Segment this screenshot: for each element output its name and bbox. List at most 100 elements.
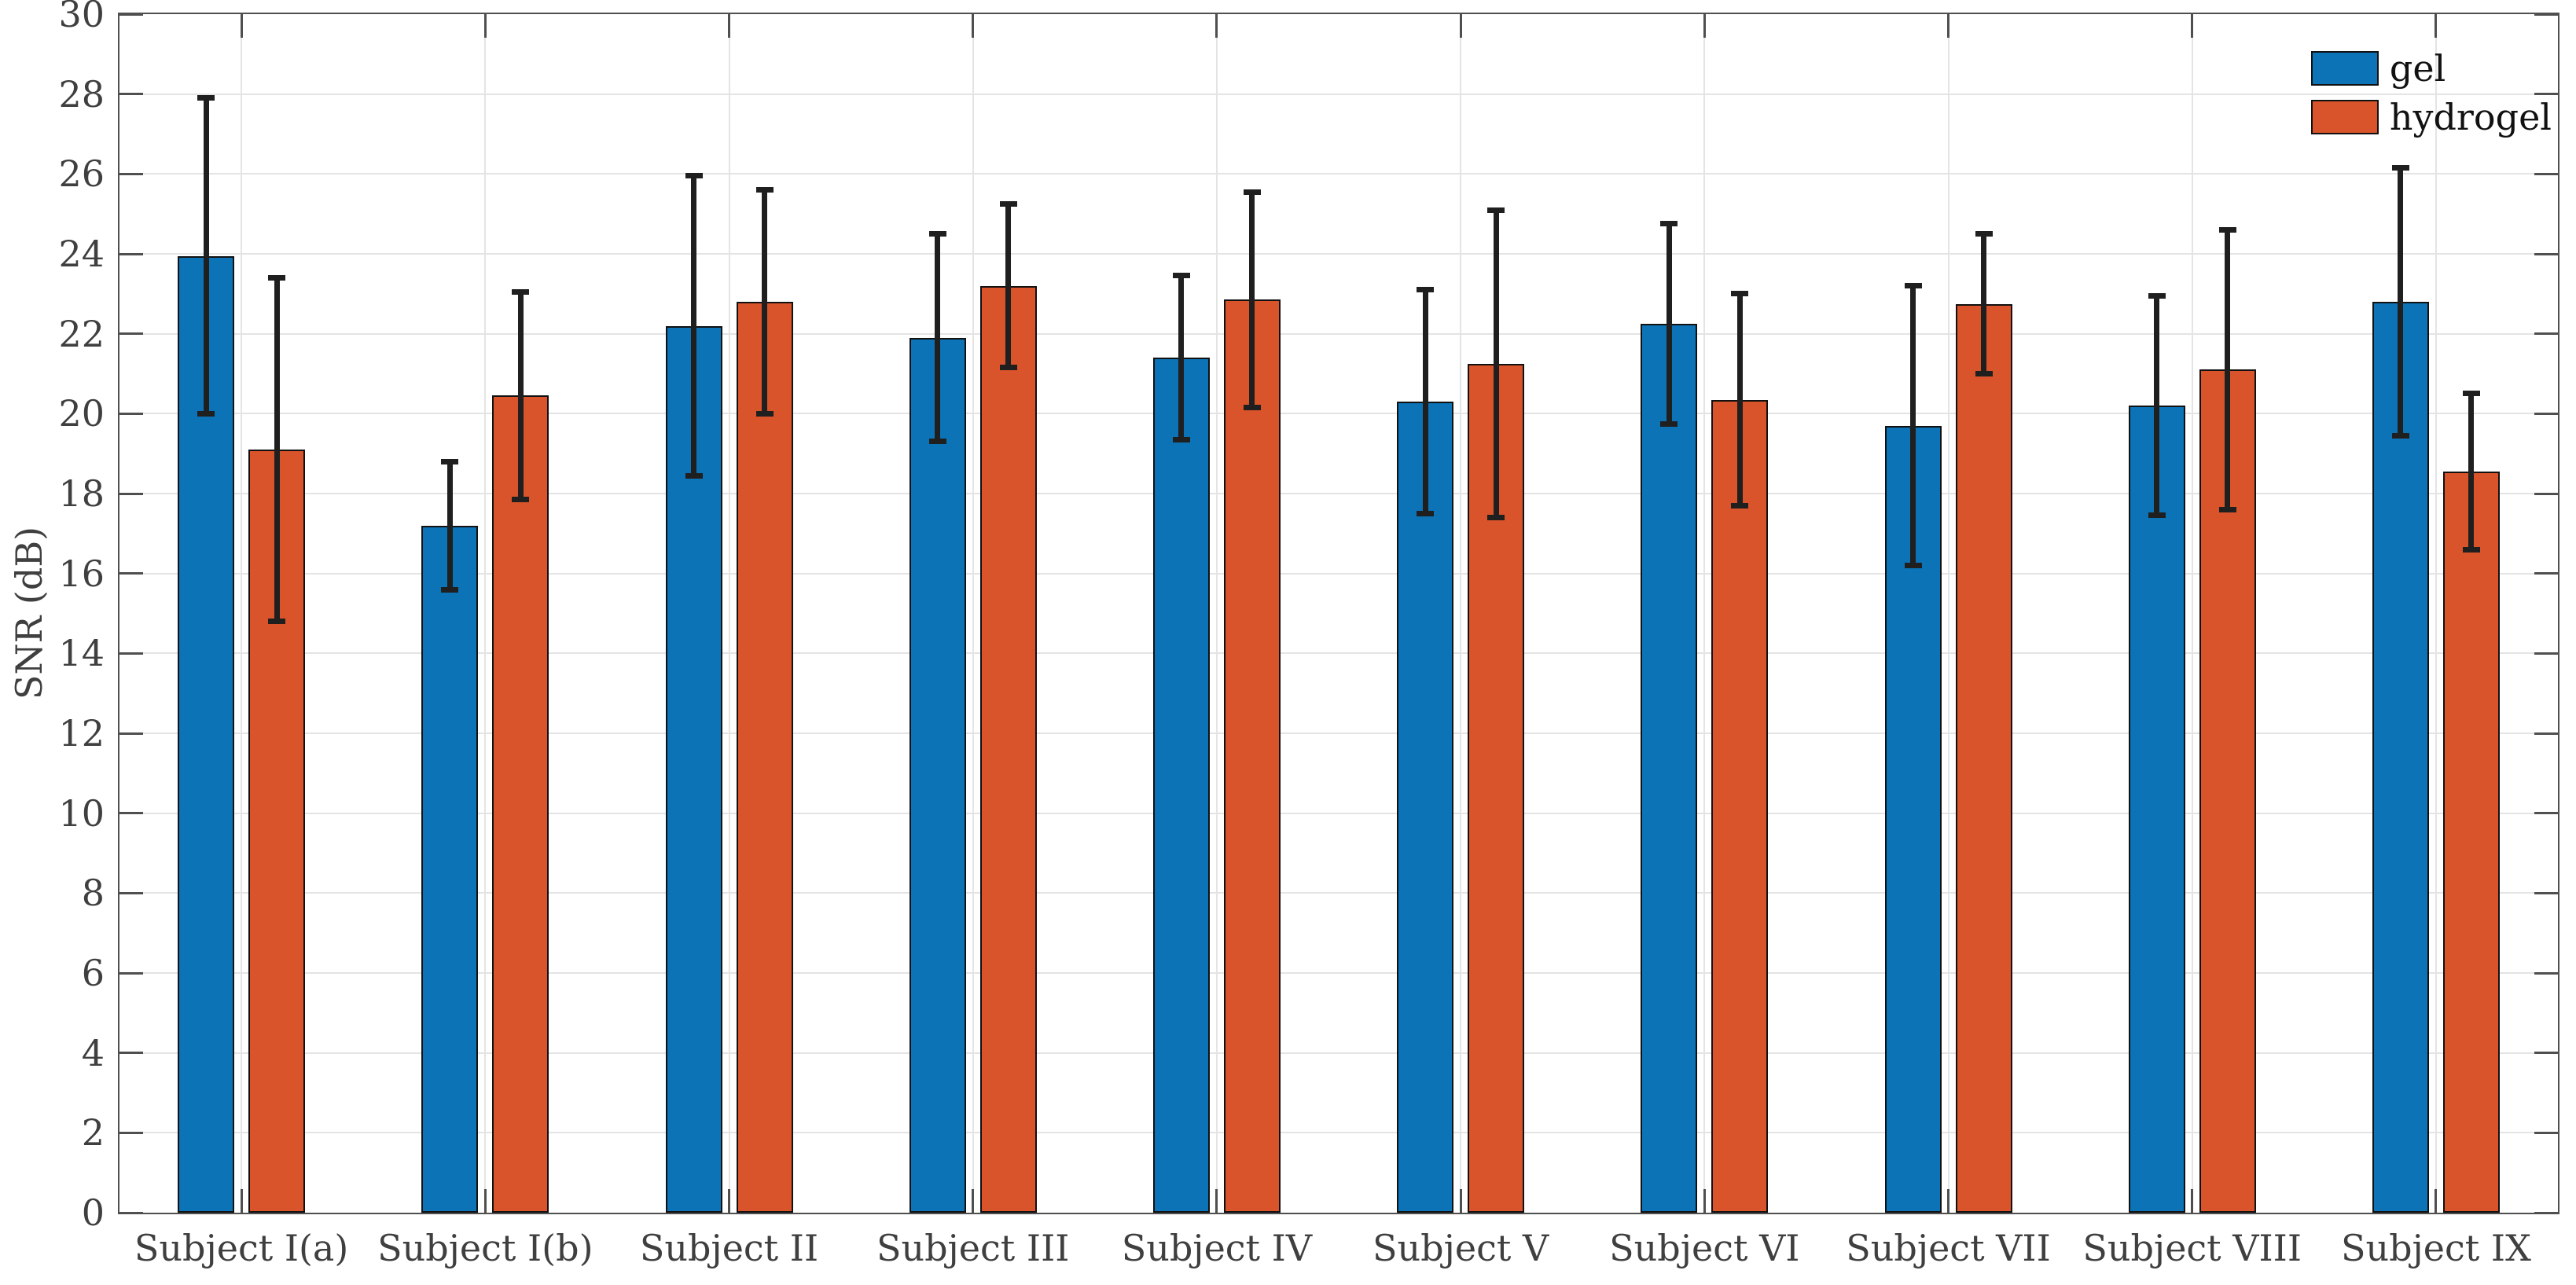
bar-gel-subject-v <box>1397 402 1454 1213</box>
error-line-gel-subject-i-b <box>446 461 453 589</box>
x-tick-top-subject-ix <box>2435 14 2438 38</box>
error-cap-top-hydrogel-subject-iii <box>999 200 1017 207</box>
x-tick-top-subject-iii <box>972 14 975 38</box>
y-tick-right-14 <box>2534 652 2558 655</box>
error-line-hydrogel-subject-vii <box>1981 233 1986 374</box>
error-line-gel-subject-vi <box>1666 223 1672 424</box>
error-line-hydrogel-subject-vi <box>1736 293 1743 506</box>
bar-gel-subject-vi <box>1641 323 1698 1213</box>
x-tick-top-subject-vii <box>1947 14 1949 38</box>
y-tick-left-24 <box>119 252 143 255</box>
error-cap-bottom-hydrogel-subject-i-b <box>512 497 530 503</box>
y-tick-left-6 <box>119 971 143 975</box>
error-cap-bottom-hydrogel-subject-ix <box>2462 546 2480 553</box>
plot-area: gel hydrogel <box>118 13 2559 1214</box>
y-tick-label-22: 22 <box>58 312 105 355</box>
v-gridline-subject-i-a <box>241 14 243 1213</box>
error-cap-bottom-gel-subject-v <box>1417 510 1435 516</box>
v-gridline-subject-ii <box>728 14 730 1213</box>
y-tick-right-18 <box>2534 492 2558 495</box>
h-gridline-4 <box>119 1052 2558 1054</box>
error-cap-top-hydrogel-subject-i-b <box>512 288 530 295</box>
v-gridline-subject-vii <box>1947 14 1949 1213</box>
x-tick-bottom-subject-iv <box>1215 1189 1218 1213</box>
y-tick-left-10 <box>119 812 143 815</box>
x-tick-top-subject-ii <box>728 14 730 38</box>
x-tick-label-subject-vi: Subject VI <box>1609 1227 1800 1269</box>
x-tick-label-subject-vii: Subject VII <box>1846 1227 2051 1269</box>
y-tick-right-12 <box>2534 732 2558 735</box>
y-tick-label-18: 18 <box>58 472 105 515</box>
h-gridline-28 <box>119 93 2558 95</box>
bar-hydrogel-subject-ix <box>2442 472 2500 1213</box>
y-tick-label-4: 4 <box>81 1031 105 1074</box>
error-cap-top-hydrogel-subject-vii <box>1975 231 1993 237</box>
bar-gel-subject-ix <box>2372 302 2429 1213</box>
v-gridline-subject-v <box>1460 14 1462 1213</box>
error-cap-bottom-hydrogel-subject-v <box>1487 515 1505 520</box>
h-gridline-6 <box>119 972 2558 974</box>
y-tick-label-6: 6 <box>81 952 105 994</box>
v-gridline-subject-viii <box>2191 14 2193 1213</box>
h-gridline-16 <box>119 572 2558 575</box>
error-line-hydrogel-subject-ii <box>762 189 767 414</box>
h-gridline-18 <box>119 493 2558 494</box>
y-tick-right-6 <box>2534 971 2558 975</box>
y-tick-left-14 <box>119 652 143 655</box>
y-tick-label-10: 10 <box>58 791 105 835</box>
error-cap-bottom-hydrogel-subject-iv <box>1243 405 1261 411</box>
v-gridline-subject-iv <box>1215 14 1218 1213</box>
x-tick-bottom-subject-ii <box>728 1189 730 1213</box>
y-tick-left-4 <box>119 1052 143 1055</box>
h-gridline-22 <box>119 332 2558 335</box>
v-gridline-subject-ix <box>2435 14 2437 1213</box>
legend-label-gel: gel <box>2389 47 2446 90</box>
x-tick-label-subject-i-b: Subject I(b) <box>377 1227 593 1269</box>
error-cap-top-hydrogel-subject-iv <box>1243 189 1261 195</box>
error-line-hydrogel-subject-viii <box>2225 229 2231 510</box>
bar-gel-subject-i-b <box>421 525 479 1213</box>
error-cap-top-gel-subject-iii <box>928 231 946 237</box>
error-cap-bottom-gel-subject-i-a <box>197 410 215 417</box>
y-tick-left-2 <box>119 1131 143 1134</box>
y-tick-right-28 <box>2534 93 2558 96</box>
y-tick-right-2 <box>2534 1131 2558 1134</box>
error-line-gel-subject-v <box>1422 289 1428 514</box>
bar-gel-subject-viii <box>2128 406 2185 1213</box>
bar-hydrogel-subject-iii <box>979 285 1037 1213</box>
h-gridline-20 <box>119 413 2558 415</box>
legend-swatch-hydrogel <box>2310 100 2379 134</box>
x-tick-bottom-subject-i-a <box>240 1189 243 1213</box>
x-tick-top-subject-v <box>1459 14 1462 38</box>
y-tick-label-2: 2 <box>81 1111 105 1155</box>
x-tick-label-subject-v: Subject V <box>1373 1227 1549 1269</box>
x-tick-label-subject-ix: Subject IX <box>2340 1227 2531 1269</box>
error-cap-bottom-hydrogel-subject-iii <box>999 365 1017 371</box>
error-cap-bottom-gel-subject-iv <box>1172 436 1190 442</box>
error-cap-top-gel-subject-vii <box>1904 283 1922 289</box>
legend-label-hydrogel: hydrogel <box>2389 96 2552 138</box>
error-cap-top-gel-subject-i-a <box>197 95 215 101</box>
h-gridline-2 <box>119 1132 2558 1134</box>
h-gridline-8 <box>119 892 2558 894</box>
y-tick-right-4 <box>2534 1052 2558 1055</box>
y-tick-right-20 <box>2534 412 2558 415</box>
v-gridline-subject-iii <box>972 14 974 1213</box>
bar-hydrogel-subject-viii <box>2199 369 2256 1213</box>
error-cap-bottom-gel-subject-ii <box>685 472 703 479</box>
error-cap-bottom-gel-subject-iii <box>928 439 946 445</box>
bar-hydrogel-subject-ii <box>736 302 793 1213</box>
x-tick-top-subject-viii <box>2191 14 2194 38</box>
error-cap-bottom-hydrogel-subject-vi <box>1731 502 1749 508</box>
bar-gel-subject-iv <box>1152 358 1210 1213</box>
error-cap-top-gel-subject-vi <box>1660 221 1678 227</box>
bar-hydrogel-subject-vi <box>1711 399 1769 1213</box>
bar-gel-subject-iii <box>909 337 966 1213</box>
error-cap-bottom-gel-subject-viii <box>2148 512 2166 519</box>
error-line-hydrogel-subject-iii <box>1005 204 1012 368</box>
x-tick-bottom-subject-v <box>1459 1189 1462 1213</box>
y-tick-right-0 <box>2534 1211 2558 1214</box>
x-tick-top-subject-i-a <box>240 14 243 38</box>
y-tick-left-16 <box>119 572 143 575</box>
y-tick-right-10 <box>2534 812 2558 815</box>
